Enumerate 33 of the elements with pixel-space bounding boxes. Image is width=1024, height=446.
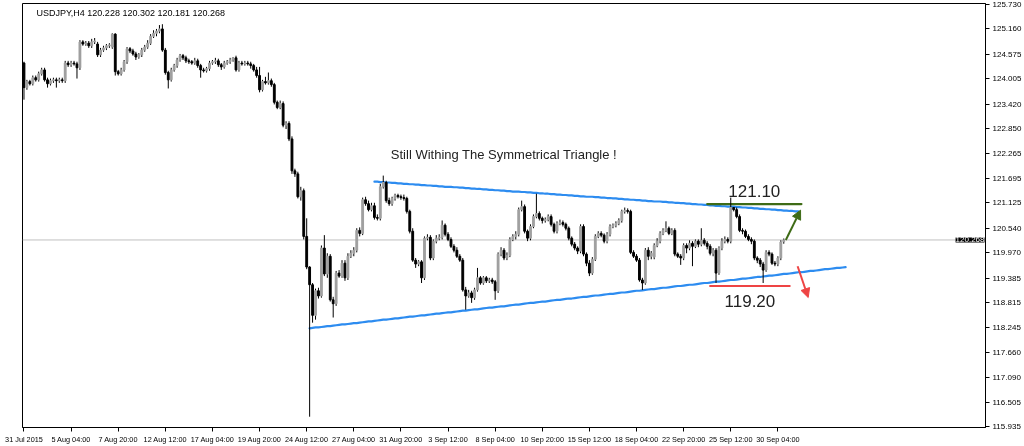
candlestick: [431, 238, 435, 261]
y-tick-label: 120.540: [992, 223, 1022, 233]
y-tick-label: 124.575: [992, 49, 1022, 59]
y-tick-label: 124.005: [992, 74, 1022, 84]
annotation: 119.20: [724, 292, 776, 312]
candlestick: [664, 220, 668, 233]
y-tick-label: 118.815: [992, 298, 1022, 308]
annotation: 121.10: [728, 182, 781, 202]
annotation: Still Withing The Symmetrical Triangle !: [390, 147, 617, 163]
y-tick-label: 118.245: [992, 322, 1022, 332]
y-tick-label: 121.695: [992, 173, 1022, 183]
candlestick: [272, 82, 276, 105]
y-tick-label: 125.730: [992, 0, 1022, 9]
y-tick-label: 122.850: [992, 124, 1022, 134]
y-tick-label: 125.160: [992, 24, 1022, 34]
y-tick-label: 116.505: [992, 397, 1022, 407]
y-tick-label: 119.970: [992, 248, 1022, 258]
y-tick-label: 117.660: [992, 347, 1022, 357]
y-tick-label: 117.090: [992, 372, 1022, 382]
candlestick: [296, 171, 300, 199]
candlestick: [614, 220, 618, 228]
y-tick-label: 119.385: [992, 273, 1022, 283]
y-tick-label: 115.935: [992, 422, 1022, 432]
candlestick: [384, 180, 388, 204]
candlestick: [508, 236, 512, 258]
ref-line-label: 120.268: [955, 235, 986, 245]
y-tick-label: 123.420: [992, 99, 1022, 109]
line-series: [308, 265, 847, 330]
y-tick-label: 122.265: [992, 149, 1022, 159]
candlestick: [346, 252, 350, 281]
candlestick: [561, 219, 565, 227]
chart-title: USDJPY,H4 120.228 120.302 120.181 120.268: [36, 7, 225, 18]
y-tick-label: 121.125: [992, 198, 1022, 208]
